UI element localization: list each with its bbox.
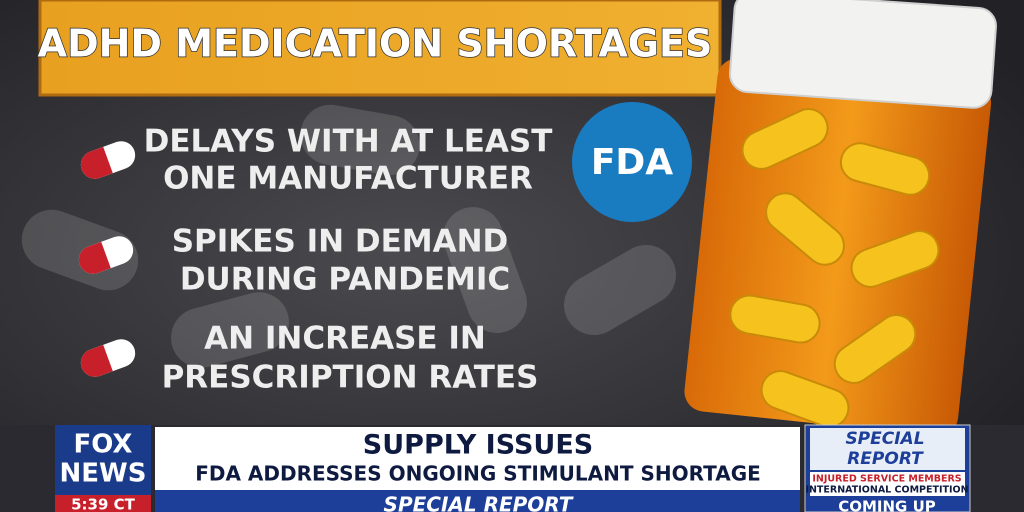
show-strip xyxy=(155,490,800,512)
title: ADHD MEDICATION SHORTAGES xyxy=(38,22,713,66)
promo-cta: COMING UP xyxy=(838,498,936,512)
network-name: FOX xyxy=(74,430,133,460)
pill-bottle xyxy=(684,0,997,437)
promo-show: SPECIAL xyxy=(845,429,924,449)
fda-badge xyxy=(572,102,692,222)
promo-line: INJURED SERVICE MEMBERS xyxy=(812,474,961,485)
promo-line: INTERNATIONAL COMPETITION xyxy=(805,485,968,496)
subheadline: FDA ADDRESSES ONGOING STIMULANT SHORTAGE xyxy=(195,462,761,486)
promo-show: REPORT xyxy=(847,449,924,469)
time: 5:39 CT xyxy=(71,496,136,512)
promo-show-box xyxy=(810,428,965,470)
bullet-line: PRESCRIPTION RATES xyxy=(162,360,539,396)
headline: SUPPLY ISSUES xyxy=(363,430,593,461)
promo-lines-box xyxy=(810,472,965,496)
headline-box xyxy=(155,427,800,490)
fda-label: FDA xyxy=(591,142,673,183)
bullet-line: ONE MANUFACTURER xyxy=(163,161,533,197)
show-strip-label: SPECIAL REPORT xyxy=(384,493,574,512)
title-banner xyxy=(38,0,722,97)
background-pills xyxy=(21,104,676,368)
bullet-line: DURING PANDEMIC xyxy=(180,262,510,298)
bullet-line: DELAYS WITH AT LEAST xyxy=(144,124,553,160)
pill-icons xyxy=(78,141,136,377)
time-box xyxy=(55,495,151,512)
bullet-line: AN INCREASE IN xyxy=(204,321,486,357)
network-name: NEWS xyxy=(60,459,147,489)
bullet-line: SPIKES IN DEMAND xyxy=(172,224,509,260)
